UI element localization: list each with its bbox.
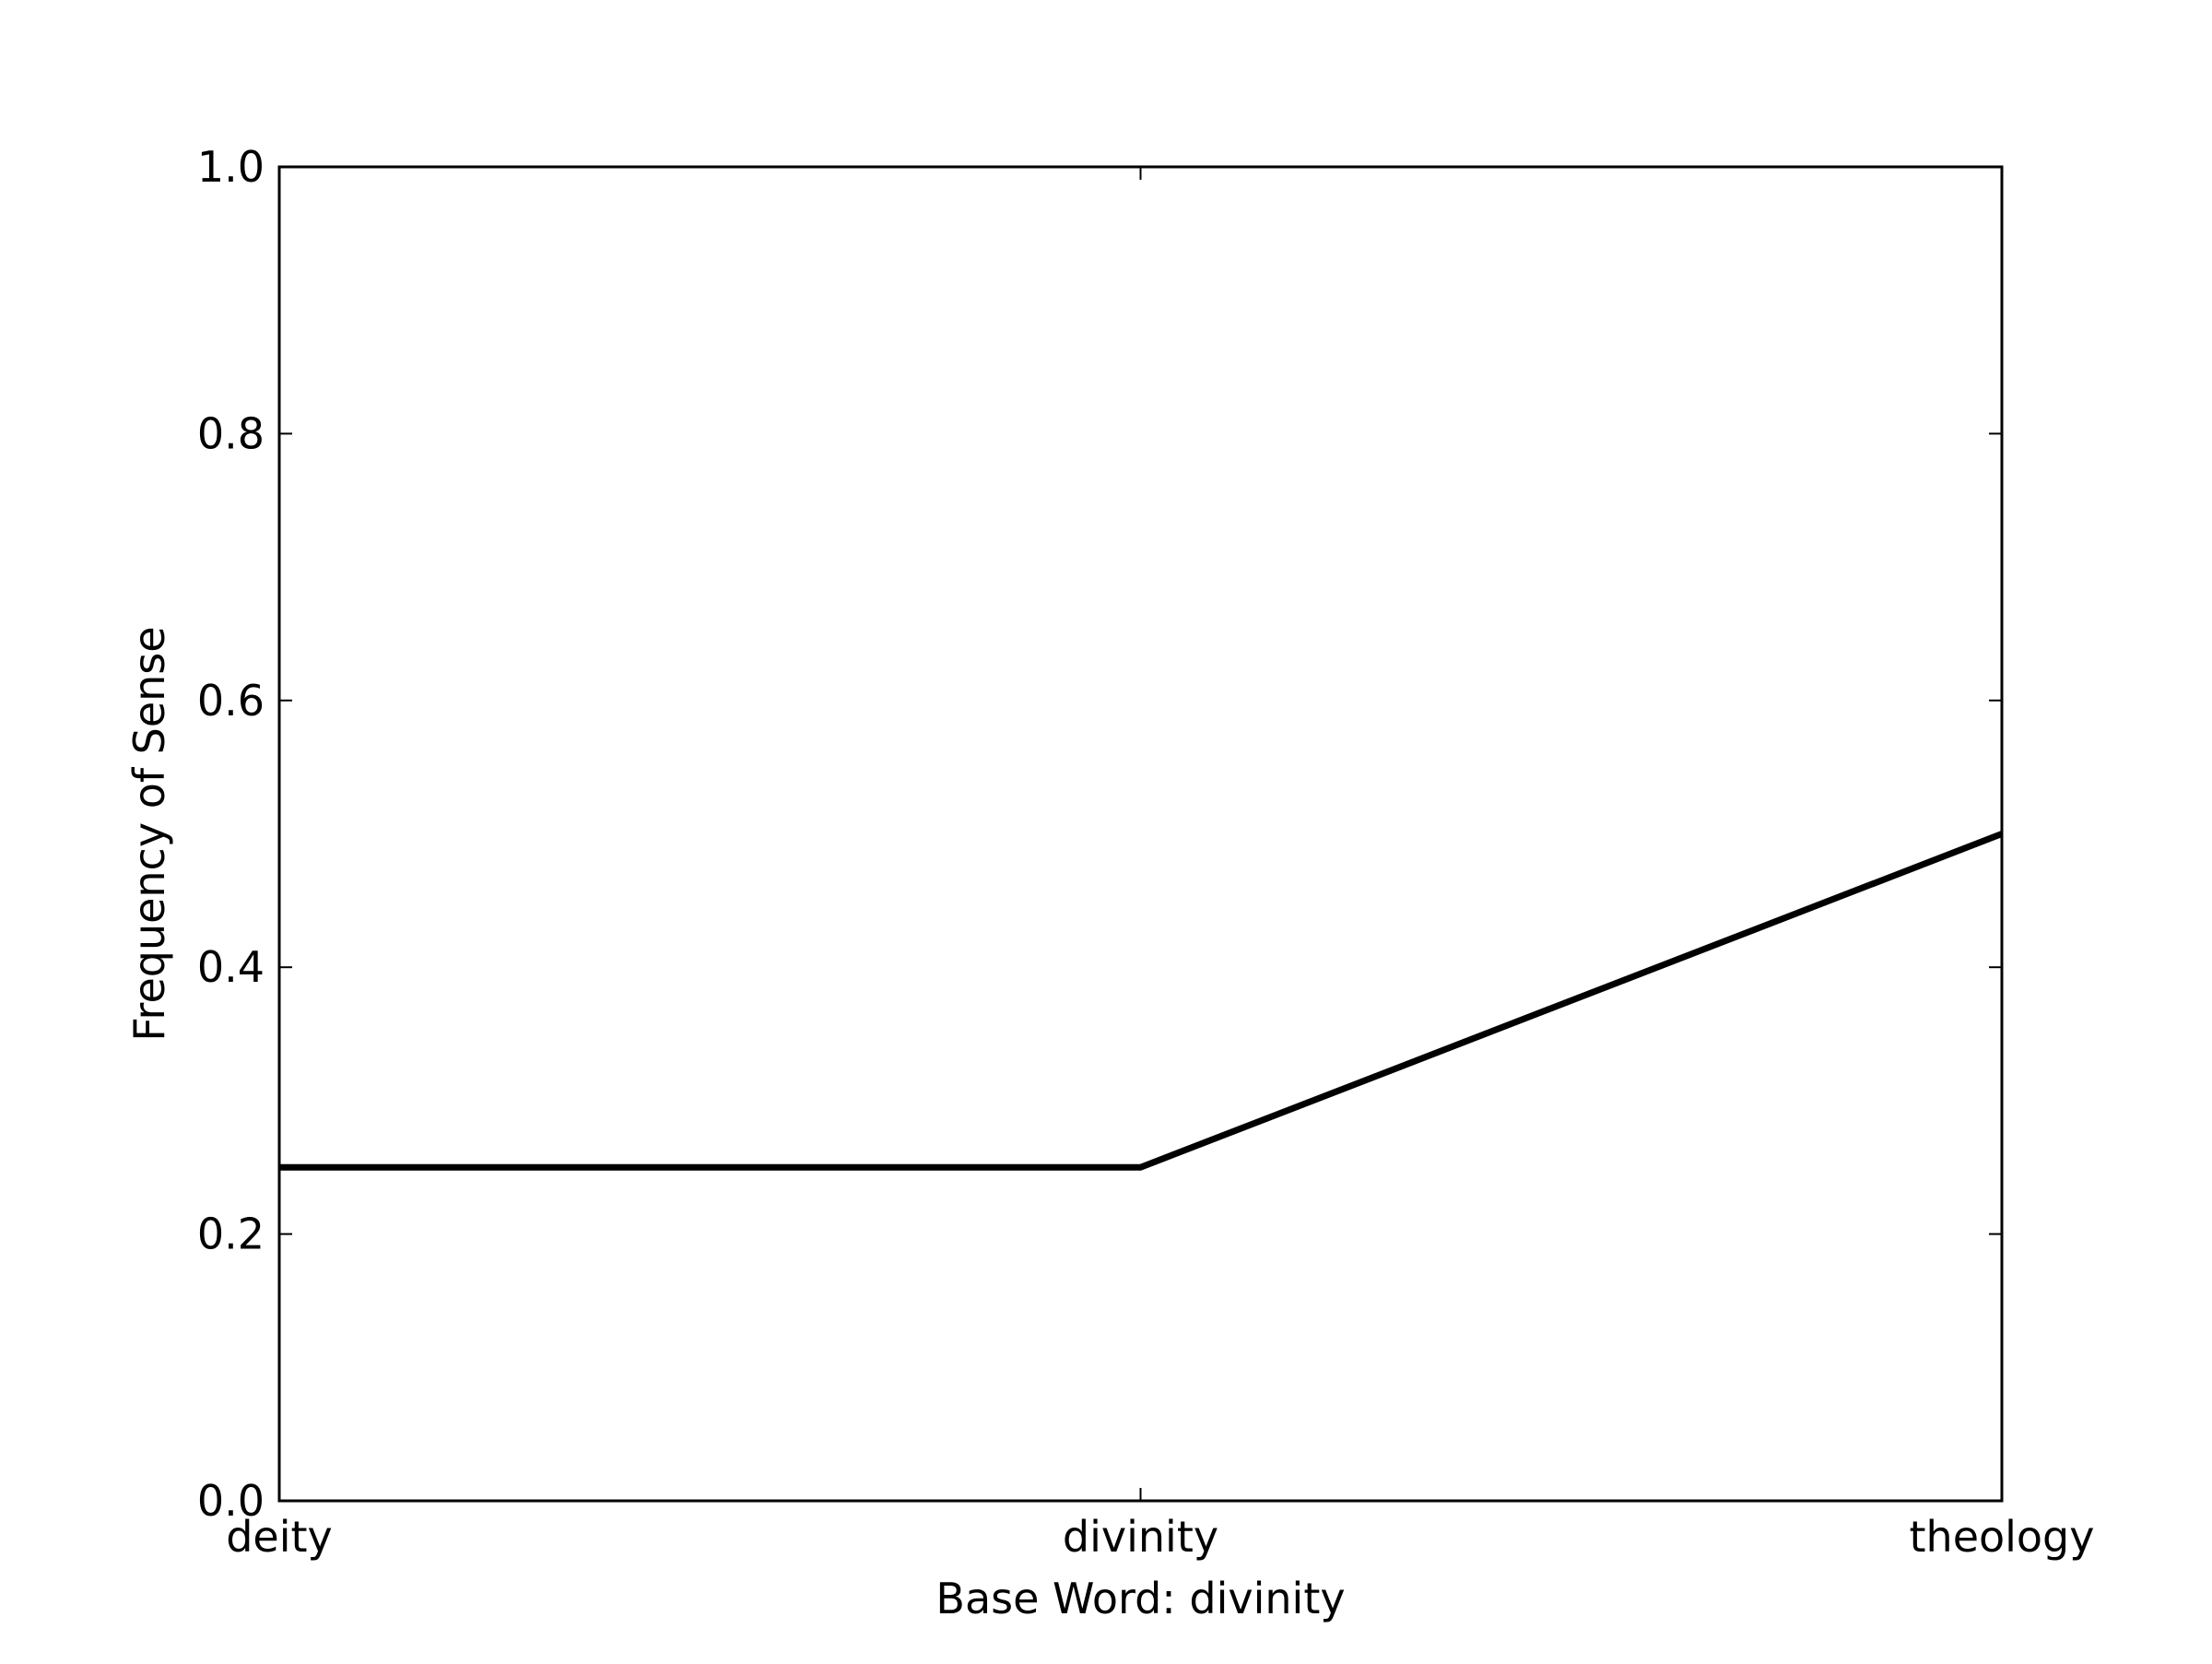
y-axis-label: Frequency of Sense (124, 626, 174, 1041)
y-tick-label: 0.8 (197, 408, 265, 458)
ticks-layer (278, 166, 2003, 1502)
x-axis-label: Base Word: divinity (935, 1574, 1345, 1623)
y-tick-label: 0.4 (197, 942, 265, 992)
y-tick-label: 1.0 (197, 142, 265, 192)
series-line-0 (279, 831, 2004, 1171)
y-tick-label: 0.6 (197, 676, 265, 726)
x-tick-label-divinity: divinity (1063, 1512, 1218, 1562)
series-layer (279, 831, 2004, 1171)
x-tick-label-deity: deity (226, 1512, 333, 1562)
labels-layer: 0.0 0.2 0.4 0.6 0.8 1.0 deity divinity theology (197, 142, 2095, 1562)
y-tick-label: 0.2 (197, 1210, 265, 1259)
x-tick-label-theology: theology (1910, 1512, 2095, 1562)
y-tick-label: 0.0 (197, 1476, 265, 1526)
plot-frame (277, 165, 2004, 1503)
